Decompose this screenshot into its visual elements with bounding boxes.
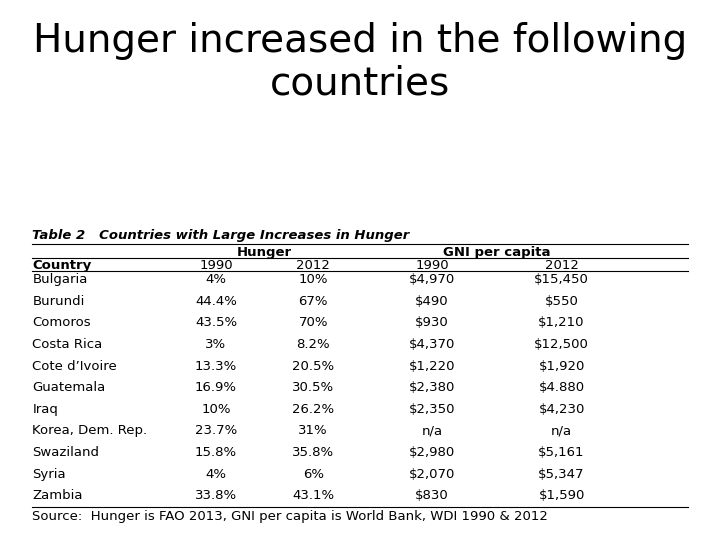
Text: $5,347: $5,347 [539,468,585,481]
Text: $550: $550 [544,295,579,308]
Text: 6%: 6% [302,468,324,481]
Text: Guatemala: Guatemala [32,381,106,394]
Text: GNI per capita: GNI per capita [443,246,551,259]
Text: n/a: n/a [421,424,443,437]
Text: 35.8%: 35.8% [292,446,334,459]
Text: $2,070: $2,070 [409,468,455,481]
Text: $4,230: $4,230 [539,403,585,416]
Text: 3%: 3% [205,338,227,351]
Text: 26.2%: 26.2% [292,403,334,416]
Text: $1,210: $1,210 [539,316,585,329]
Text: Source:  Hunger is FAO 2013, GNI per capita is World Bank, WDI 1990 & 2012: Source: Hunger is FAO 2013, GNI per capi… [32,510,548,523]
Text: 10%: 10% [299,273,328,286]
Text: $1,920: $1,920 [539,360,585,373]
Text: 70%: 70% [299,316,328,329]
Text: 16.9%: 16.9% [195,381,237,394]
Text: $2,350: $2,350 [409,403,455,416]
Text: 4%: 4% [205,468,227,481]
Text: 23.7%: 23.7% [195,424,237,437]
Text: Zambia: Zambia [32,489,83,502]
Text: Korea, Dem. Rep.: Korea, Dem. Rep. [32,424,148,437]
Text: $2,380: $2,380 [409,381,455,394]
Text: $2,980: $2,980 [409,446,455,459]
Text: $12,500: $12,500 [534,338,589,351]
Text: $5,161: $5,161 [539,446,585,459]
Text: 1990: 1990 [199,259,233,272]
Text: $4,370: $4,370 [409,338,455,351]
Text: 2012: 2012 [544,259,579,272]
Text: 20.5%: 20.5% [292,360,334,373]
Text: Hunger: Hunger [237,246,292,259]
Text: 15.8%: 15.8% [195,446,237,459]
Text: Table 2   Countries with Large Increases in Hunger: Table 2 Countries with Large Increases i… [32,230,410,242]
Text: Costa Rica: Costa Rica [32,338,103,351]
Text: $4,970: $4,970 [409,273,455,286]
Text: 67%: 67% [299,295,328,308]
Text: 31%: 31% [298,424,328,437]
Text: Swaziland: Swaziland [32,446,99,459]
Text: 10%: 10% [202,403,230,416]
Text: $1,220: $1,220 [409,360,455,373]
Text: Country: Country [32,259,91,272]
Text: $1,590: $1,590 [539,489,585,502]
Text: Cote d’Ivoire: Cote d’Ivoire [32,360,117,373]
Text: $830: $830 [415,489,449,502]
Text: 44.4%: 44.4% [195,295,237,308]
Text: Iraq: Iraq [32,403,58,416]
Text: Bulgaria: Bulgaria [32,273,88,286]
Text: n/a: n/a [551,424,572,437]
Text: Burundi: Burundi [32,295,85,308]
Text: 4%: 4% [205,273,227,286]
Text: $930: $930 [415,316,449,329]
Text: 2012: 2012 [296,259,330,272]
Text: Comoros: Comoros [32,316,91,329]
Text: $4.880: $4.880 [539,381,585,394]
Text: $490: $490 [415,295,449,308]
Text: Hunger increased in the following
countries: Hunger increased in the following countr… [33,22,687,102]
Text: 43.1%: 43.1% [292,489,334,502]
Text: 1990: 1990 [415,259,449,272]
Text: Syria: Syria [32,468,66,481]
Text: 43.5%: 43.5% [195,316,237,329]
Text: $15,450: $15,450 [534,273,589,286]
Text: 30.5%: 30.5% [292,381,334,394]
Text: 33.8%: 33.8% [195,489,237,502]
Text: 13.3%: 13.3% [195,360,237,373]
Text: 8.2%: 8.2% [297,338,330,351]
